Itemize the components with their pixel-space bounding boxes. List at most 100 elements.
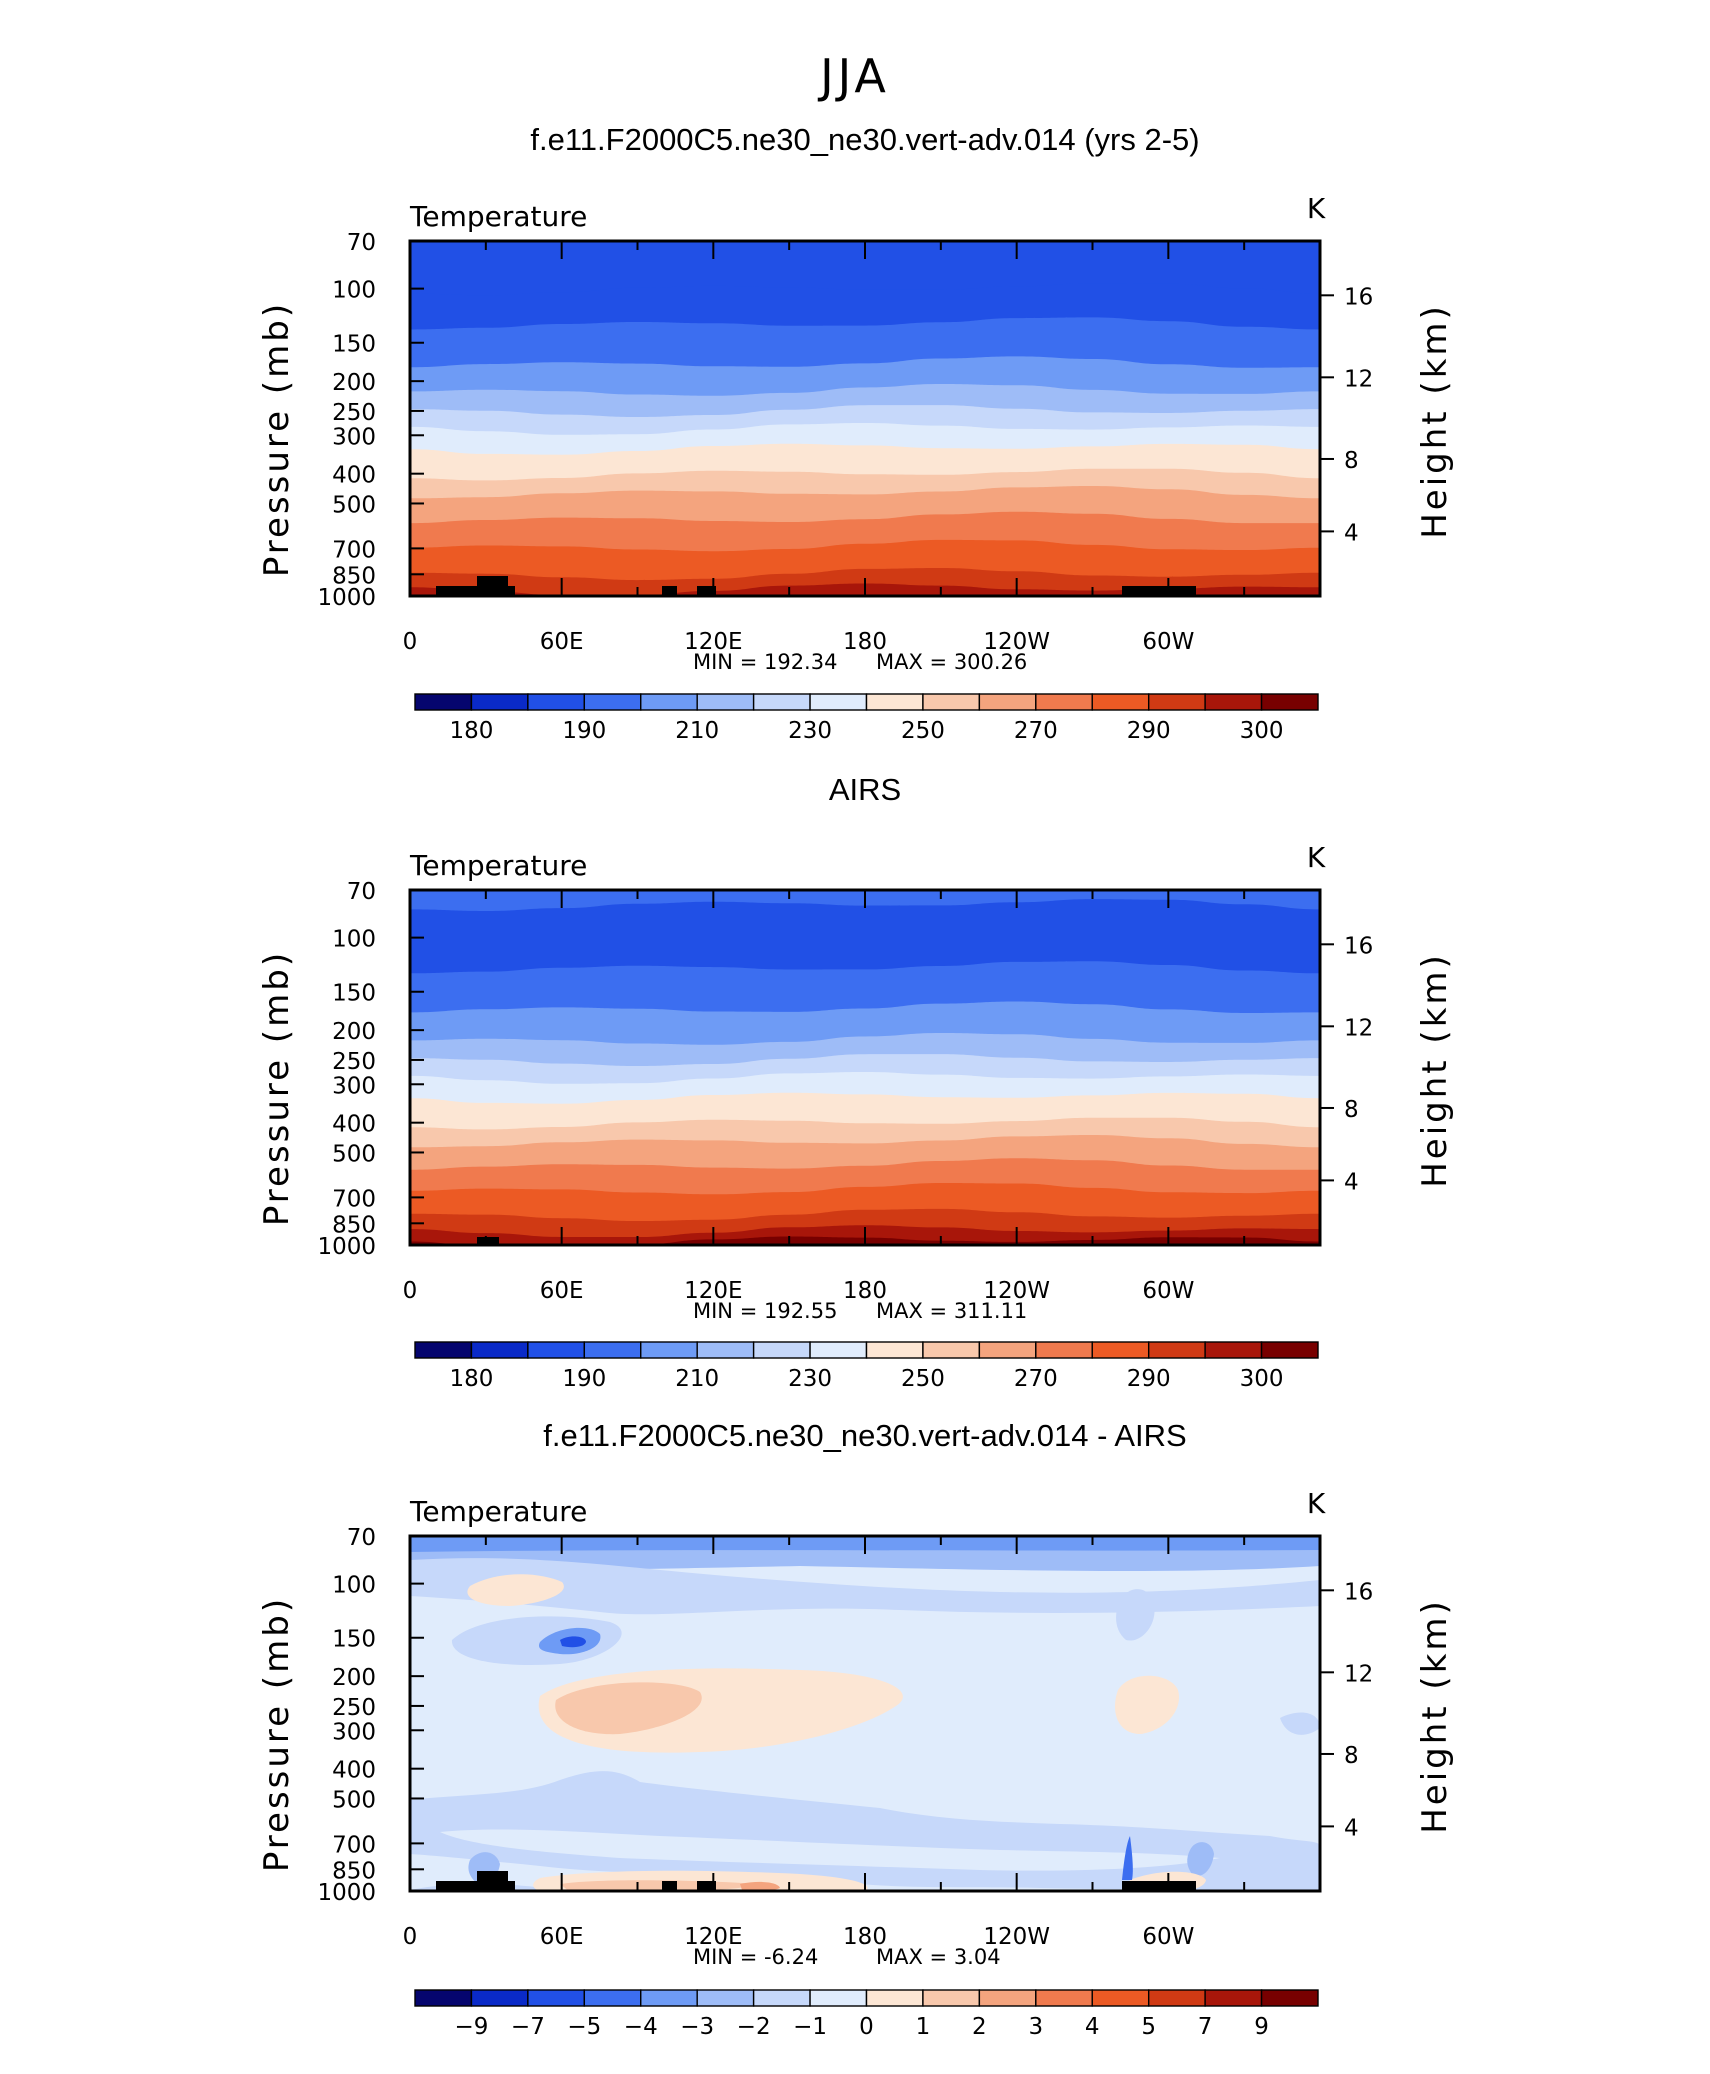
colorbar-swatch [527, 1989, 586, 2007]
colorbar-swatch [696, 693, 755, 711]
pressure-tick-label: 300 [332, 1073, 376, 1099]
colorbar-swatch [1204, 693, 1263, 711]
colorbar-swatch [640, 1341, 698, 1359]
contour-band [410, 1558, 1320, 1615]
colorbar-swatch [752, 693, 811, 711]
topography-mask [436, 586, 477, 597]
max-label: MAX = 3.04 [876, 1945, 1001, 1969]
colorbar-swatch [978, 1341, 1037, 1359]
colorbar-label: 180 [449, 718, 493, 744]
contour-band [1187, 1842, 1214, 1876]
colorbar-swatch [1204, 1341, 1263, 1359]
pressure-tick-label: 1000 [317, 585, 376, 611]
colorbar-swatch [470, 693, 529, 711]
height-tick-label: 8 [1344, 1097, 1359, 1123]
chart-panel-3: f.e11.F2000C5.ne30_ne30.vert-adv.014 - A… [257, 1418, 1455, 2040]
colorbar-label: −9 [454, 2014, 488, 2040]
y-axis-title: Pressure (mb) [257, 1596, 297, 1872]
pressure-tick-label: 500 [332, 492, 376, 518]
min-label: MIN = 192.34 [693, 650, 837, 674]
lon-tick-label: 60E [540, 1278, 584, 1304]
pressure-tick-label: 70 [347, 1525, 376, 1551]
colorbar-swatch [922, 693, 981, 711]
y-axis-title: Pressure (mb) [257, 301, 297, 577]
topography-mask [662, 586, 677, 597]
colorbar-swatch [470, 1989, 529, 2007]
lon-tick-label: 180 [843, 1924, 887, 1950]
colorbar-swatch [527, 1341, 586, 1359]
pressure-tick-label: 200 [332, 370, 376, 396]
colorbar-label: 290 [1127, 718, 1171, 744]
colorbar-swatch [696, 1341, 755, 1359]
colorbar-label: 250 [901, 1366, 945, 1392]
pressure-tick-label: 500 [332, 1141, 376, 1167]
pressure-tick-label: 400 [332, 463, 376, 489]
variable-label: Temperature [409, 200, 587, 233]
colorbar-swatch [1147, 1341, 1206, 1359]
colorbar-swatch [414, 1989, 473, 2007]
colorbar-swatch [752, 1341, 811, 1359]
topography-mask [1122, 586, 1196, 597]
panel-title: AIRS [829, 772, 901, 807]
contour-band [560, 1636, 586, 1648]
pressure-tick-label: 70 [347, 879, 376, 905]
colorbar-label: 5 [1141, 2014, 1156, 2040]
contour-band [1114, 1675, 1180, 1734]
pressure-tick-label: 850 [332, 1858, 376, 1884]
pressure-tick-label: 500 [332, 1787, 376, 1813]
height-tick-label: 16 [1344, 284, 1373, 310]
colorbar-label: 3 [1028, 2014, 1043, 2040]
lon-tick-label: 120E [684, 1924, 742, 1950]
colorbar-swatch [470, 1341, 529, 1359]
min-label: MIN = -6.24 [693, 1945, 818, 1969]
colorbar-label: 7 [1198, 2014, 1213, 2040]
colorbar-label: 290 [1127, 1366, 1171, 1392]
pressure-tick-label: 300 [332, 1719, 376, 1745]
pressure-tick-label: 1000 [317, 1234, 376, 1260]
colorbar-label: 9 [1254, 2014, 1269, 2040]
variable-label: Temperature [409, 1495, 587, 1528]
contour-band [740, 1881, 780, 1891]
colorbar-label: −1 [793, 2014, 827, 2040]
pressure-tick-label: 250 [332, 1049, 376, 1075]
colorbar-swatch [414, 1341, 473, 1359]
contour-band [1122, 1836, 1133, 1880]
max-label: MAX = 300.26 [876, 650, 1027, 674]
colorbar-swatch [865, 1989, 924, 2007]
lon-tick-label: 0 [403, 1278, 418, 1304]
contour-band [467, 1574, 564, 1606]
y2-axis-title: Height (km) [1415, 952, 1455, 1188]
pressure-tick-label: 70 [347, 230, 376, 256]
panels: f.e11.F2000C5.ne30_ne30.vert-adv.014 (yr… [257, 122, 1455, 2040]
colorbar-swatch [809, 1989, 868, 2007]
lon-tick-label: 120W [983, 629, 1050, 655]
colorbar-label: 250 [901, 718, 945, 744]
topography-mask [508, 586, 515, 597]
pressure-tick-label: 250 [332, 1695, 376, 1721]
colorbar-swatch [1260, 1341, 1319, 1359]
pressure-tick-label: 100 [332, 927, 376, 953]
colorbar-label: −5 [567, 2014, 601, 2040]
colorbar-label: −2 [737, 2014, 771, 2040]
y2-axis-title: Height (km) [1415, 303, 1455, 539]
chart-panel-1: f.e11.F2000C5.ne30_ne30.vert-adv.014 (yr… [257, 122, 1455, 744]
pressure-tick-label: 150 [332, 332, 376, 358]
pressure-tick-label: 850 [332, 563, 376, 589]
colorbar-label: 300 [1240, 1366, 1284, 1392]
colorbar-swatch [527, 693, 586, 711]
pressure-tick-label: 1000 [317, 1880, 376, 1906]
pressure-tick-label: 200 [332, 1665, 376, 1691]
contour-band [1116, 1589, 1155, 1641]
colorbar-swatch [414, 693, 473, 711]
colorbar-swatch [865, 693, 924, 711]
height-tick-label: 16 [1344, 933, 1373, 959]
pressure-tick-label: 150 [332, 981, 376, 1007]
lon-tick-label: 120W [983, 1278, 1050, 1304]
pressure-tick-label: 100 [332, 1573, 376, 1599]
contour-layers [410, 1536, 1320, 1891]
pressure-tick-label: 300 [332, 424, 376, 450]
pressure-tick-label: 150 [332, 1627, 376, 1653]
colorbar-swatch [809, 1341, 868, 1359]
lon-tick-label: 60W [1142, 629, 1194, 655]
